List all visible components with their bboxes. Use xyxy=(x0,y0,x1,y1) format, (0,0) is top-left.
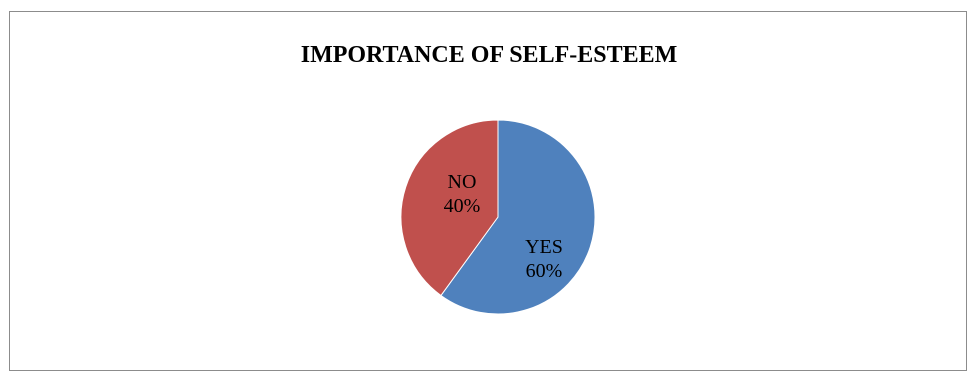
slice-label-no: NO 40% xyxy=(444,171,481,217)
chart-area: IMPORTANCE OF SELF-ESTEEM YES 60% NO 40% xyxy=(9,11,967,371)
chart-title: IMPORTANCE OF SELF-ESTEEM xyxy=(300,42,678,68)
slice-percent-label: 60% xyxy=(526,260,563,282)
pie-chart: YES 60% NO 40% xyxy=(400,119,596,315)
slice-label-yes: YES 60% xyxy=(525,236,563,282)
slice-category-label: NO xyxy=(448,171,477,193)
slice-category-label: YES xyxy=(525,236,563,258)
pie-slice-yes xyxy=(440,119,596,315)
pie-slice-no xyxy=(400,119,499,297)
slice-percent-label: 40% xyxy=(444,195,481,217)
